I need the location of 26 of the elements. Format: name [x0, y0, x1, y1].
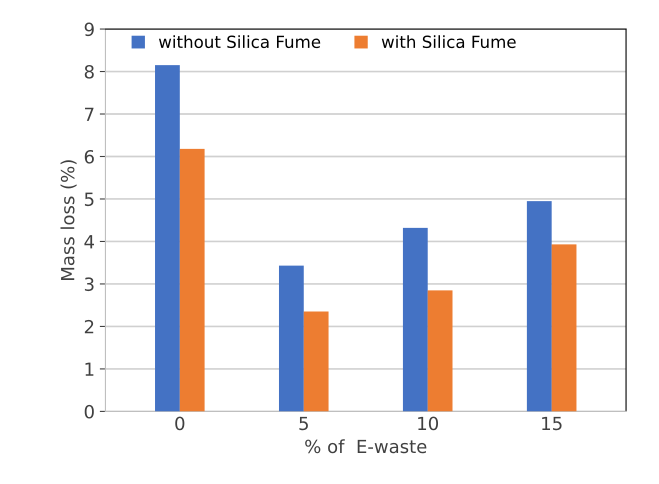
y-tick-label: 1 — [86, 362, 94, 376]
bar — [526, 201, 552, 412]
bar — [402, 228, 428, 412]
y-tick-label: 3 — [84, 277, 94, 292]
y-tick-label: 5 — [84, 192, 94, 206]
bar — [180, 148, 205, 412]
legend-label: without Silica Fume — [158, 35, 320, 48]
x-axis-title: % of E-waste — [305, 439, 426, 454]
y-tick-label: 9 — [84, 22, 94, 36]
bar — [304, 312, 329, 412]
y-axis-title: Mass loss (%) — [60, 160, 77, 280]
bar — [155, 65, 180, 412]
x-tick-label: 5 — [299, 416, 308, 430]
y-tick-label: 2 — [84, 320, 94, 334]
x-tick-label: 15 — [542, 416, 562, 430]
x-tick-label: 0 — [175, 416, 184, 430]
bar — [428, 290, 453, 412]
y-tick-label: 0 — [84, 404, 94, 419]
x-tick-label: 10 — [418, 416, 438, 430]
bar — [552, 244, 576, 412]
y-tick-label: 4 — [84, 235, 94, 248]
y-tick-label: 8 — [84, 64, 94, 79]
y-tick-label: 7 — [85, 108, 94, 121]
legend-label: with Silica Fume — [382, 35, 516, 48]
y-tick-label: 6 — [84, 150, 94, 164]
bar — [278, 266, 304, 412]
